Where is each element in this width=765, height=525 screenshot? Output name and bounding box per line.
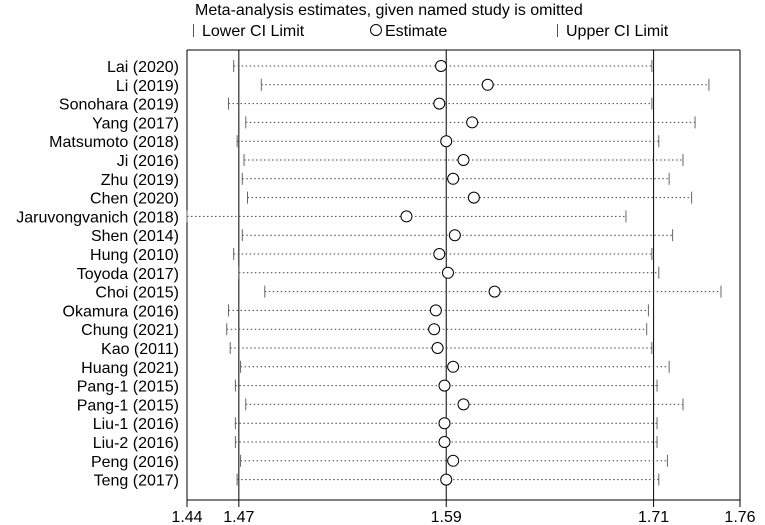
study-label: Hung (2010) bbox=[90, 247, 179, 264]
legend-estimate-label: Estimate bbox=[385, 23, 448, 40]
study-label: Kao (2011) bbox=[101, 341, 179, 358]
study-label: Teng (2017) bbox=[94, 473, 179, 490]
study-label: Matsumoto (2018) bbox=[49, 134, 179, 151]
study-label: Toyoda (2017) bbox=[77, 266, 179, 283]
estimate-point bbox=[431, 342, 444, 354]
estimate-point bbox=[457, 398, 470, 411]
estimate-point bbox=[466, 116, 479, 129]
estimate-point bbox=[467, 191, 480, 204]
legend-lower-label: Lower CI Limit bbox=[202, 23, 305, 40]
estimate-point bbox=[438, 436, 451, 448]
estimate-point bbox=[433, 248, 446, 260]
study-label: Li (2019) bbox=[116, 78, 179, 95]
study-label: Chen (2020) bbox=[90, 191, 179, 208]
estimate-point bbox=[433, 97, 446, 110]
x-tick-label-2: 1.59 bbox=[431, 509, 462, 525]
study-label: Sonohara (2019) bbox=[59, 97, 179, 114]
x-tick-label-1: 1.47 bbox=[223, 509, 254, 525]
estimate-point bbox=[429, 304, 442, 317]
study-label: Liu-1 (2016) bbox=[93, 416, 179, 433]
study-label: Okamura (2016) bbox=[63, 303, 180, 320]
estimate-point bbox=[400, 210, 413, 223]
estimate-point bbox=[435, 60, 448, 72]
estimate-point bbox=[447, 454, 460, 467]
study-label: Lai (2020) bbox=[107, 59, 179, 76]
estimate-point bbox=[488, 285, 501, 298]
x-tick-label-4: 1.76 bbox=[724, 509, 755, 525]
study-label: Chung (2021) bbox=[81, 322, 179, 339]
legend-estimate: Estimate bbox=[370, 23, 447, 41]
estimate-circle-icon bbox=[370, 24, 382, 36]
estimate-point bbox=[457, 154, 470, 166]
study-label: Ji (2016) bbox=[117, 153, 179, 170]
lower-limit-marker-icon bbox=[193, 24, 194, 37]
legend-lower: Lower CI Limit bbox=[193, 23, 304, 41]
estimate-point bbox=[428, 323, 441, 336]
estimate-point bbox=[440, 473, 453, 486]
study-label: Choi (2015) bbox=[95, 285, 179, 302]
study-label: Liu-2 (2016) bbox=[93, 435, 179, 452]
estimate-point bbox=[448, 229, 461, 242]
study-label: Shen (2014) bbox=[91, 228, 179, 245]
estimate-point bbox=[481, 78, 494, 91]
estimate-point bbox=[440, 135, 453, 148]
upper-limit-marker-icon bbox=[557, 24, 558, 37]
study-label: Huang (2021) bbox=[81, 360, 179, 377]
study-label: Pang-1 (2015) bbox=[77, 379, 179, 396]
estimate-point bbox=[438, 417, 451, 430]
study-label: Yang (2017) bbox=[92, 115, 179, 132]
study-label: Pang-1 (2015) bbox=[77, 397, 179, 414]
study-label: Jaruvongvanich (2018) bbox=[16, 209, 179, 226]
estimate-point bbox=[441, 266, 454, 279]
legend-upper: Upper CI Limit bbox=[557, 23, 668, 41]
estimate-point bbox=[447, 172, 460, 185]
legend-upper-label: Upper CI Limit bbox=[566, 23, 669, 40]
estimate-point bbox=[447, 360, 460, 373]
x-tick-label-0: 1.44 bbox=[171, 509, 202, 525]
x-tick-label-3: 1.71 bbox=[638, 509, 669, 525]
study-label: Peng (2016) bbox=[91, 454, 179, 471]
study-label: Zhu (2019) bbox=[101, 172, 179, 189]
estimate-point bbox=[438, 379, 451, 392]
chart-title: Meta-analysis estimates, given named stu… bbox=[195, 2, 583, 19]
